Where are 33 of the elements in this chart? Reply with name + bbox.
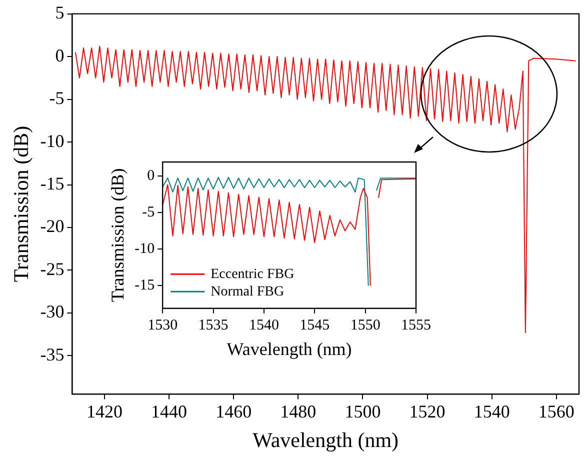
x-tick-label: 1535 <box>198 317 228 334</box>
x-tick-label: 1550 <box>350 317 380 334</box>
y-tick-label: -25 <box>40 258 64 279</box>
y-tick-label: -10 <box>134 241 155 258</box>
y-tick-label: -15 <box>134 278 155 294</box>
x-tick-label: 1540 <box>474 402 510 422</box>
x-tick-label: 1560 <box>538 402 574 422</box>
x-tick-label: 1480 <box>280 402 316 422</box>
y-tick-label: 0 <box>147 168 155 184</box>
y-tick-label: -15 <box>40 174 64 194</box>
legend-label: Normal FBG <box>210 284 284 300</box>
x-tick-label: 1520 <box>409 402 446 422</box>
x-tick-label: 1500 <box>344 402 381 422</box>
y-tick-label: -5 <box>49 88 64 108</box>
y-tick-label: -35 <box>40 344 64 364</box>
y-tick-label: 0 <box>55 45 64 66</box>
y-tick-label: -10 <box>40 130 64 151</box>
y-tick-label: -20 <box>40 216 64 236</box>
x-tick-label: 1460 <box>216 402 252 422</box>
x-axis-title: Wavelength (nm) <box>226 338 352 359</box>
x-tick-label: 1555 <box>401 317 431 334</box>
y-tick-label: 5 <box>55 2 64 23</box>
y-tick-label: -30 <box>40 302 64 322</box>
y-tick-label: -5 <box>142 204 155 220</box>
legend-label: Eccentric FBG <box>210 266 294 282</box>
x-tick-label: 1420 <box>86 402 122 422</box>
y-axis-title: Transmission (dB) <box>9 126 34 282</box>
x-axis-title: Wavelength (nm) <box>252 428 399 452</box>
x-tick-label: 1540 <box>248 317 279 334</box>
x-tick-label: 1440 <box>151 402 188 422</box>
y-axis-title: Transmission (dB) <box>108 168 128 302</box>
x-tick-label: 1530 <box>148 317 178 334</box>
x-tick-label: 1545 <box>300 317 330 334</box>
